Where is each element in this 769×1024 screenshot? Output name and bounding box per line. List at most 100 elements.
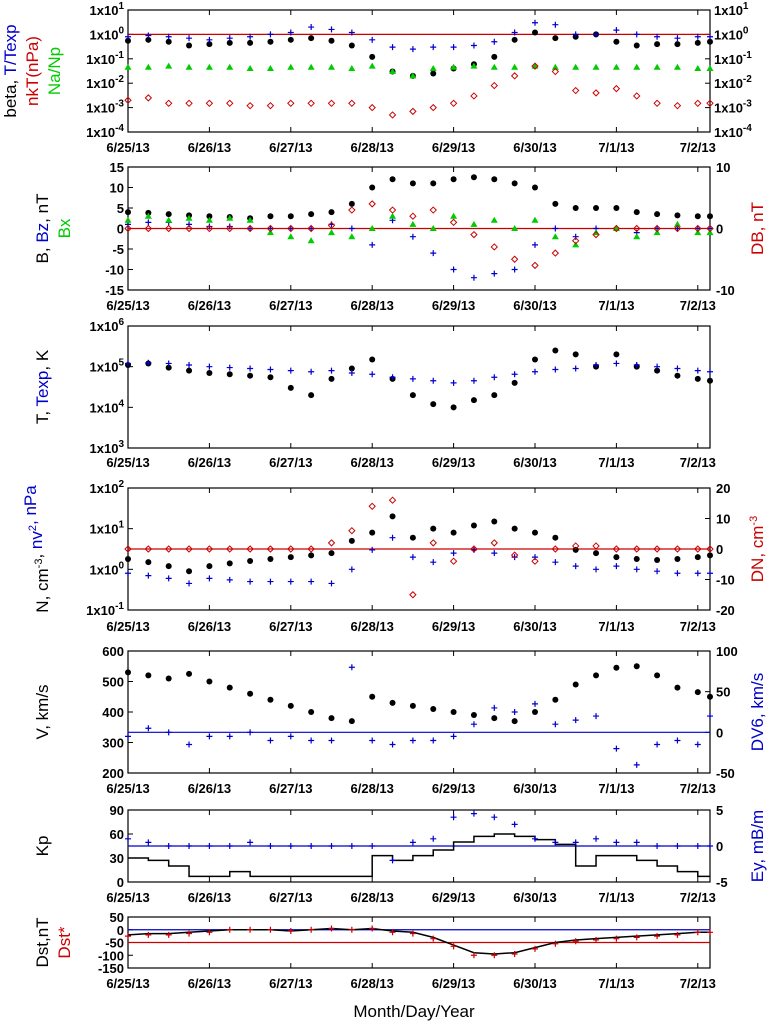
label-part: Bx bbox=[55, 218, 74, 238]
data-point bbox=[145, 572, 152, 579]
data-point bbox=[247, 839, 254, 846]
data-point bbox=[593, 713, 600, 720]
data-point bbox=[430, 401, 437, 408]
data-point bbox=[409, 554, 416, 561]
data-point bbox=[613, 360, 620, 367]
data-point bbox=[613, 205, 620, 211]
data-point bbox=[246, 224, 254, 233]
data-point bbox=[409, 180, 416, 187]
data-point bbox=[706, 65, 714, 72]
data-point bbox=[308, 35, 315, 42]
data-point bbox=[145, 839, 152, 846]
series-3 bbox=[124, 212, 714, 248]
x-tick-label: 7/1/13 bbox=[598, 455, 634, 470]
data-point bbox=[368, 502, 376, 511]
data-point bbox=[612, 224, 621, 233]
data-point bbox=[308, 392, 315, 399]
data-point bbox=[369, 843, 376, 849]
x-tick-label: 6/28/13 bbox=[351, 455, 394, 470]
data-point bbox=[226, 35, 233, 42]
data-point bbox=[287, 99, 295, 108]
data-point bbox=[531, 554, 538, 561]
data-point bbox=[185, 545, 193, 553]
x-tick-label: 6/25/13 bbox=[106, 976, 149, 991]
data-point bbox=[673, 63, 681, 70]
data-point bbox=[707, 368, 713, 375]
label-part: V, km/s bbox=[33, 684, 52, 739]
y-tick-label: 400 bbox=[102, 705, 124, 720]
data-point bbox=[165, 216, 173, 223]
y-tick-label: -100 bbox=[98, 948, 124, 963]
data-point bbox=[247, 729, 254, 736]
data-point bbox=[429, 103, 437, 112]
data-point bbox=[674, 372, 681, 379]
series-1 bbox=[128, 833, 710, 878]
data-point bbox=[369, 184, 376, 191]
data-point bbox=[328, 580, 335, 587]
data-point bbox=[287, 213, 294, 220]
data-point bbox=[470, 230, 478, 239]
data-point bbox=[470, 397, 477, 404]
data-point bbox=[267, 696, 274, 703]
panel-1: 6/25/13 6/26/13 6/27/13 6/28/13 6/29/13 6/30/… bbox=[1, 1, 752, 155]
data-point bbox=[186, 930, 193, 937]
data-point bbox=[593, 31, 600, 38]
tick-mantissa: 1x10 bbox=[90, 481, 119, 496]
data-point bbox=[185, 214, 193, 221]
data-point bbox=[470, 810, 477, 817]
data-point bbox=[430, 705, 437, 712]
x-tick-label: 6/25/13 bbox=[106, 890, 149, 905]
data-point bbox=[308, 225, 315, 232]
label-superscript: 2 bbox=[27, 525, 39, 531]
data-point bbox=[511, 63, 519, 70]
data-point bbox=[531, 835, 538, 842]
data-point bbox=[125, 37, 131, 44]
data-point bbox=[409, 375, 416, 382]
data-point bbox=[186, 568, 193, 575]
data-point bbox=[267, 843, 274, 849]
data-point bbox=[694, 843, 701, 849]
data-point bbox=[165, 360, 172, 367]
tick-exponent: 1 bbox=[743, 1, 749, 12]
data-point bbox=[145, 219, 152, 226]
data-point bbox=[531, 557, 539, 565]
data-point bbox=[490, 216, 498, 223]
data-point bbox=[389, 929, 396, 936]
data-point bbox=[186, 670, 193, 677]
data-point bbox=[307, 545, 315, 553]
right-y-tick-label: 1x10-4 bbox=[714, 123, 752, 140]
data-point bbox=[694, 689, 701, 696]
data-point bbox=[694, 554, 701, 561]
data-point bbox=[165, 62, 173, 69]
data-point bbox=[673, 220, 681, 227]
series-3 bbox=[124, 496, 714, 599]
x-tick-label: 7/1/13 bbox=[598, 781, 634, 796]
tick-exponent: -2 bbox=[115, 74, 124, 85]
x-tick-label: 6/26/13 bbox=[188, 455, 231, 470]
data-point bbox=[368, 225, 376, 231]
tick-mantissa: 1x10 bbox=[90, 319, 119, 334]
right-y-tick-label: 20 bbox=[716, 481, 730, 496]
data-point bbox=[633, 224, 641, 233]
data-point bbox=[612, 84, 621, 93]
data-point bbox=[186, 580, 193, 587]
data-point bbox=[633, 839, 640, 846]
data-point bbox=[287, 843, 294, 849]
data-point bbox=[674, 737, 681, 744]
data-point bbox=[511, 709, 518, 715]
tick-mantissa: 1x10 bbox=[90, 400, 119, 415]
x-tick-label: 6/28/13 bbox=[351, 298, 394, 313]
tick-mantissa: 1x10 bbox=[90, 27, 119, 42]
data-point bbox=[186, 221, 193, 228]
data-point bbox=[206, 41, 213, 48]
data-point bbox=[531, 709, 538, 715]
data-point bbox=[551, 67, 560, 76]
data-point bbox=[369, 925, 376, 932]
panel-7: 6/25/13 6/26/13 6/27/13 6/28/13 6/29/13 6/30/… bbox=[33, 910, 716, 991]
data-point bbox=[267, 38, 274, 45]
x-tick-label: 6/26/13 bbox=[188, 619, 231, 634]
data-point bbox=[449, 218, 458, 227]
data-point bbox=[613, 935, 620, 942]
x-tick-label: 7/1/13 bbox=[598, 890, 634, 905]
data-point bbox=[707, 570, 713, 577]
